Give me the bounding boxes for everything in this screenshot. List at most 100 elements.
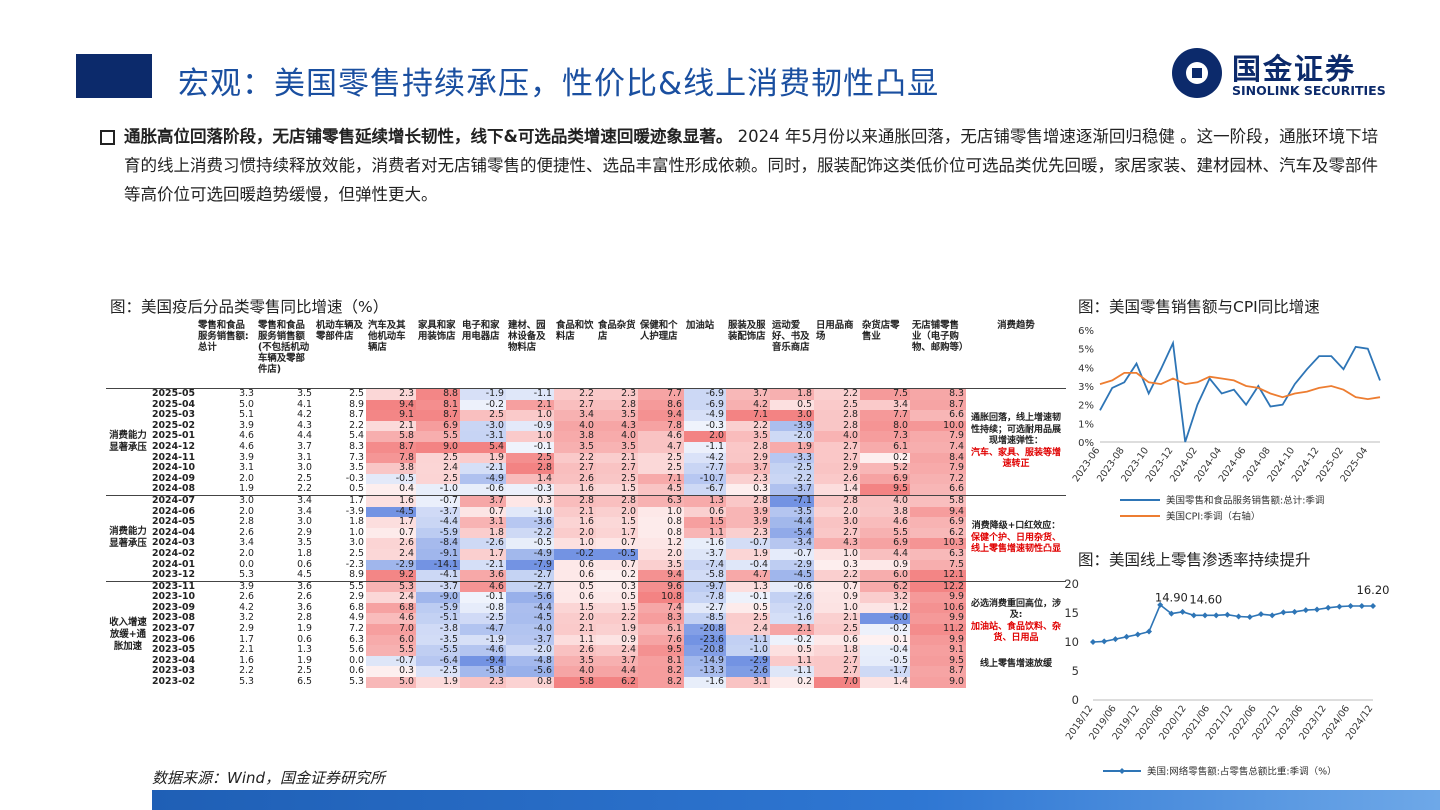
row-date: 2024-12 [152,441,196,452]
row-date: 2024-11 [152,452,196,463]
table-cell: 2.0 [554,527,596,539]
table-cell: -14.1 [416,559,460,571]
table-cell: 3.7 [726,463,770,474]
table-row: 2025-04 5.0 4.1 8.9 9.4 8.1 -0.2 2.1 2.7 2.8 8.6 -6… [106,399,1066,411]
table-cell: -2.7 [506,580,554,593]
row-date: 2025-03 [152,410,196,421]
bullet-bold-text: 通胀高位回落阶段，无店铺零售延续增长韧性，线下&可选品类增速回暖迹象显著。 [124,127,733,146]
table-cell: 8.0 [860,420,910,432]
table-cell: 0.7 [814,580,860,593]
table-row: 2023-06 1.7 0.6 6.3 6.0 -3.5 -1.9 -3.7 1.1 0.9 7.6… [106,634,1066,646]
data-point-marker [1347,603,1354,610]
row-date: 2024-04 [152,527,196,538]
table-cell: 1.0 [554,538,596,549]
table-cell: 2.5 [349,548,364,559]
table-cell: 6.3 [349,634,364,645]
table-cell: 4.6 [239,431,254,442]
table-cell: 2.2 [297,484,312,495]
table-cell: 2.0 [239,506,254,517]
table-cell: -0.2 [770,634,814,646]
table-cell: 1.7 [460,548,506,560]
table-cell: 2.8 [506,463,554,474]
data-point-marker [1358,603,1365,610]
row-date: 2023-12 [152,570,196,581]
table-row: 2024-10 3.1 3.0 3.5 3.8 2.4 -2.1 2.8 2.7 2.7 2.5 -7… [106,463,1066,474]
table-cell: -7.4 [684,559,726,571]
table-cell: -4.9 [460,473,506,485]
table-cell: 1.2 [860,602,910,614]
table-cell: 8.7 [910,399,966,411]
table-cell: 7.4 [910,441,966,453]
table-cell: 2.1 [554,624,596,635]
group-label: 收入增速放缓+通胀加速 [106,580,150,688]
table-row: 2023-02 5.3 6.5 5.3 5.0 1.9 2.3 0.8 5.8 6.2 8.2 -1.… [106,677,1066,688]
table-cell: 1.8 [297,548,312,559]
row-date: 2025-05 [150,387,196,400]
table-cell: 0.5 [770,645,814,656]
table-cell: 2.5 [416,452,460,464]
table-cell: 0.7 [596,559,638,571]
table-cell: 3.0 [196,494,256,507]
table-cell: 1.3 [297,645,312,656]
table-cell: -3.9 [345,506,364,517]
row-date: 2024-05 [152,517,196,528]
table-cell: 1.7 [239,634,254,645]
table-cell: 2.7 [814,527,860,539]
table-header-row: 零售和食品服务销售额:总计 零售和食品服务销售额(不包括机动车辆及零部件店) 机动车… [106,318,1066,389]
table-cell: 6.8 [349,602,364,613]
table-cell: 3.2 [860,592,910,603]
table-cell: 0.0 [239,559,254,570]
table-cell: 2.5 [297,666,312,677]
retail-cpi-line-chart: 0%1%2%3%4%5%6%2023-062023-082023-102023-… [1071,326,1381,523]
table-cell: -0.8 [460,602,506,614]
table-cell: -2.5 [770,463,814,474]
table-cell: 0.8 [638,517,684,528]
table-cell: 3.7 [297,441,312,452]
table-cell: 8.7 [366,441,416,453]
table-cell: -4.4 [506,602,554,614]
table-cell: -3.5 [416,634,460,646]
table-cell: 2.0 [814,506,860,518]
table-cell: 5.5 [860,527,910,539]
table-cell: 0.2 [770,677,814,688]
table-cell: -2.5 [460,613,506,625]
table-cell: 4.6 [366,613,416,625]
y-tick-label: 1% [1078,419,1094,430]
data-point-marker [1101,638,1108,645]
table-cell: 2.6 [366,538,416,549]
table-cell: 8.9 [349,399,364,410]
table-cell: 7.6 [638,634,684,646]
table-cell: 5.3 [366,580,416,593]
table-row: 2024-08 1.9 2.2 0.5 0.4 -1.0 -0.6 -0.3 1.6 1.5 4.5… [106,484,1066,496]
table-cell: 3.1 [297,452,312,463]
table-cell: 1.9 [460,452,506,464]
table-cell: -3.0 [460,420,506,432]
table-cell: -4.5 [770,570,814,582]
table-cell: 2.8 [554,494,596,507]
table-cell: -4.9 [684,410,726,421]
table-cell: 5.3 [239,677,254,688]
trend-note: 消费降级+口红效应： 保健个护、日用杂货、线上零售增速韧性凸显 [966,494,1066,582]
table-cell: -2.2 [506,527,554,539]
table-cell: 3.0 [297,517,312,528]
table-cell: 9.4 [638,410,684,421]
table-cell: 2.9 [726,452,770,464]
table-cell: 4.0 [554,420,596,432]
table-cell: -2.1 [460,559,506,571]
table-cell: -5.9 [416,602,460,614]
table-cell: 8.2 [638,677,684,688]
table-cell: 2.4 [366,592,416,603]
table-cell: -0.5 [860,655,910,667]
table-cell: 5.0 [366,677,416,688]
table-cell: 2.7 [554,463,596,474]
table-cell: 8.3 [638,613,684,625]
chart1-title: 图：美国零售销售额与CPI同比增速 [1078,298,1320,316]
table-cell: 2.2 [814,387,860,400]
y-tick-label: 6% [1078,326,1094,337]
table-cell: -6.9 [684,399,726,411]
table-row: 消费能力显著承压 2024-07 3.0 3.4 1.7 1.6 -0.7 3.7 0.3 2.8… [106,494,1066,582]
table-cell: -5.8 [460,666,506,678]
table-cell: 6.9 [860,538,910,549]
table-cell: 2.8 [239,517,254,528]
data-point-marker [1112,636,1119,643]
